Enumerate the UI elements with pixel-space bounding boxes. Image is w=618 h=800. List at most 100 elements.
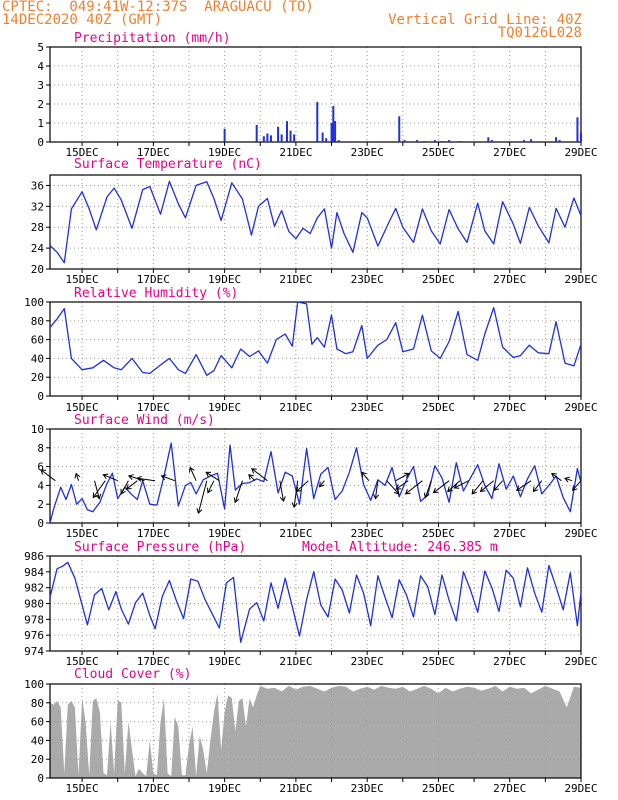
y-tick-label: 0 — [37, 772, 44, 785]
precip-bar — [332, 105, 335, 142]
series-line — [49, 442, 582, 524]
wind-arrow-head — [479, 486, 486, 493]
wind-arrow — [386, 480, 400, 495]
wind-arrow — [361, 471, 370, 482]
wind-arrow-head — [493, 485, 500, 492]
precip-bar — [266, 133, 269, 142]
series-line — [49, 561, 582, 643]
x-tick-label: 23DEC — [351, 527, 384, 540]
panel-frame — [49, 555, 582, 652]
x-tick-label: 17DEC — [137, 401, 170, 414]
wind-arrow-head — [248, 474, 254, 480]
wind-arrow — [480, 480, 495, 492]
wind-arrow-head — [74, 472, 81, 479]
x-tick-label: 25DEC — [422, 655, 455, 668]
wind-arrow — [395, 473, 410, 482]
wind-arrow-head — [373, 493, 379, 500]
y-tick-label: 5 — [37, 41, 44, 54]
y-tick-label: 0 — [37, 390, 44, 403]
wind-arrow-head — [403, 472, 410, 479]
y-tick-label: 20 — [31, 263, 44, 276]
x-tick-label: 29DEC — [564, 401, 597, 414]
precip-bar — [289, 130, 292, 142]
precip-bar — [293, 134, 296, 142]
wind-arrow — [454, 480, 469, 489]
panel-3: 0 20 40 60 80 100 15DEC 17DEC 19DEC 21DEC 23DEC 25D… — [24, 286, 597, 414]
wind-arrow — [293, 480, 299, 508]
precip-bar — [530, 139, 533, 142]
wind-arrow-head — [92, 492, 98, 499]
precip-bar — [330, 123, 333, 142]
x-tick-label: 17DEC — [137, 655, 170, 668]
x-tick-label: 25DEC — [422, 146, 455, 159]
precip-bar — [321, 132, 324, 142]
x-tick-label: 29DEC — [564, 527, 597, 540]
wind-arrow — [279, 480, 284, 502]
precip-bar — [403, 140, 406, 142]
wind-arrow-head — [432, 487, 439, 494]
wind-arrow — [94, 480, 100, 499]
x-tick-label: 19DEC — [208, 527, 241, 540]
precip-bar — [269, 135, 272, 142]
wind-arrow-head — [196, 508, 203, 515]
y-tick-label: 1 — [37, 117, 44, 130]
x-tick-label: 25DEC — [422, 273, 455, 286]
wind-arrow — [572, 480, 582, 491]
x-tick-label: 23DEC — [351, 655, 384, 668]
wind-arrow — [564, 477, 573, 482]
y-tick-label: 974 — [24, 645, 44, 658]
wind-arrow — [251, 468, 268, 482]
wind-arrow — [126, 480, 138, 490]
panel-title: Surface Temperature (nC) — [74, 157, 262, 172]
x-tick-label: 21DEC — [279, 655, 312, 668]
x-tick-label: 27DEC — [493, 146, 526, 159]
wind-arrow-head — [563, 476, 570, 483]
x-tick-label: 21DEC — [279, 273, 312, 286]
wind-arrow-head — [279, 496, 286, 503]
x-tick-label: 29DEC — [564, 782, 597, 795]
wind-arrow-head — [160, 474, 167, 481]
wind-arrow-head — [447, 486, 453, 493]
wind-arrow — [103, 474, 118, 482]
precip-bar — [280, 134, 283, 142]
y-tick-label: 986 — [24, 550, 44, 563]
panel-1: 0 1 2 3 4 5 15DEC 17DEC 19DEC 21DEC 23DEC 25DEC 27DE… — [37, 31, 597, 159]
x-tick-label: 15DEC — [66, 527, 99, 540]
wind-arrow — [471, 480, 484, 495]
wind-arrow-head — [125, 484, 132, 490]
y-tick-label: 3 — [37, 79, 44, 92]
y-tick-label: 60 — [31, 334, 44, 347]
panel-title: Precipitation (mm/h) — [74, 31, 231, 46]
y-tick-label: 976 — [24, 629, 44, 642]
x-tick-label: 15DEC — [66, 273, 99, 286]
panel-title: Surface Pressure (hPa) — [74, 540, 246, 555]
x-tick-label: 21DEC — [279, 401, 312, 414]
wind-arrow-head — [127, 474, 134, 480]
x-tick-label: 27DEC — [493, 273, 526, 286]
precip-bar — [337, 140, 340, 142]
wind-arrow — [234, 480, 243, 503]
y-tick-label: 100 — [24, 296, 44, 309]
x-tick-label: 27DEC — [493, 782, 526, 795]
y-tick-label: 40 — [31, 352, 44, 365]
precip-bar — [325, 138, 328, 142]
header-station-line: CPTEC: 049:41W-12:37S ARAGUACU (TO) — [2, 0, 314, 15]
wind-arrow-head — [453, 483, 460, 489]
header-date-line: 14DEC2020 40Z (GMT) — [2, 12, 163, 28]
y-tick-label: 36 — [31, 179, 44, 192]
series-line — [49, 180, 582, 264]
precip-bar — [490, 140, 493, 142]
precip-bar — [262, 136, 265, 142]
y-tick-label: 80 — [31, 315, 44, 328]
y-tick-label: 2 — [37, 98, 44, 111]
wind-arrow — [205, 471, 220, 482]
y-tick-label: 978 — [24, 613, 44, 626]
precip-bar — [316, 102, 319, 142]
wind-arrow — [248, 474, 256, 482]
wind-arrow — [551, 473, 562, 482]
x-tick-label: 15DEC — [66, 146, 99, 159]
wind-arrow-head — [233, 497, 240, 504]
wind-arrow-head — [423, 492, 430, 499]
wind-arrow — [374, 480, 379, 499]
